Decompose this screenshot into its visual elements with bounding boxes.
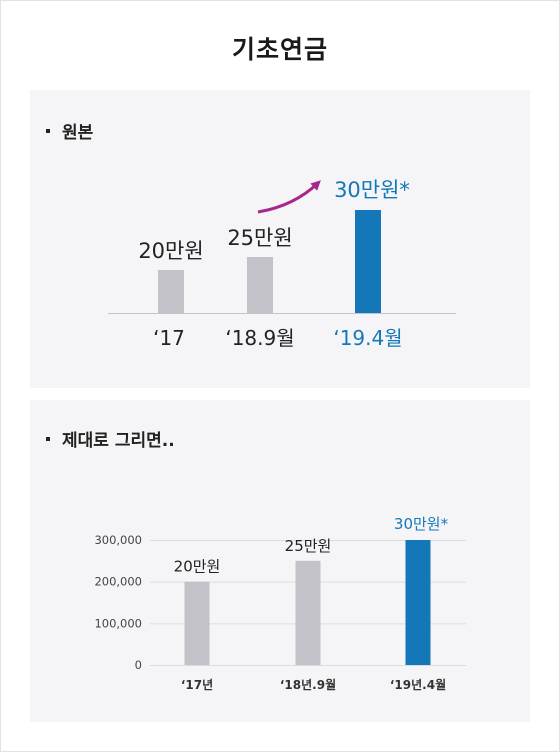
bar bbox=[355, 210, 381, 313]
x-tick-label: ‘18.9월 bbox=[225, 326, 294, 350]
x-tick-label: ‘19.4월 bbox=[333, 326, 402, 350]
y-tick-label: 300,000 bbox=[94, 533, 142, 547]
increase-arrow-icon bbox=[257, 180, 321, 214]
bar bbox=[247, 257, 273, 313]
section-label-text: 원본 bbox=[62, 123, 94, 143]
page-title: 기초연금 bbox=[231, 35, 328, 64]
x-tick-label: ‘18년.9월 bbox=[280, 677, 336, 692]
y-tick-label: 200,000 bbox=[94, 575, 142, 589]
x-tick-label: ‘17년 bbox=[181, 678, 213, 692]
x-tick-label: ‘17 bbox=[153, 326, 185, 350]
bullet-icon bbox=[46, 437, 50, 441]
bar bbox=[405, 540, 431, 665]
bar bbox=[184, 581, 210, 665]
data-label: 25만원 bbox=[227, 226, 292, 250]
bar bbox=[295, 560, 321, 665]
y-tick-label: 100,000 bbox=[94, 616, 142, 630]
data-label: 30만원* bbox=[334, 178, 410, 202]
y-tick-label: 0 bbox=[135, 658, 142, 672]
original-chart-panel bbox=[30, 90, 530, 388]
section-label-corrected: 제대로 그리면.. bbox=[46, 426, 175, 451]
section-label-original: 원본 bbox=[46, 118, 93, 143]
bullet-icon bbox=[46, 129, 50, 133]
data-label: 20만원 bbox=[174, 558, 221, 576]
bar bbox=[158, 270, 184, 313]
data-label: 30만원* bbox=[394, 515, 449, 533]
corrected-chart-panel bbox=[30, 400, 530, 722]
x-tick-label: ‘19년.4월 bbox=[390, 677, 446, 692]
data-label: 20만원 bbox=[138, 239, 203, 263]
data-label: 25만원 bbox=[285, 537, 332, 555]
section-label-text: 제대로 그리면.. bbox=[62, 431, 175, 451]
